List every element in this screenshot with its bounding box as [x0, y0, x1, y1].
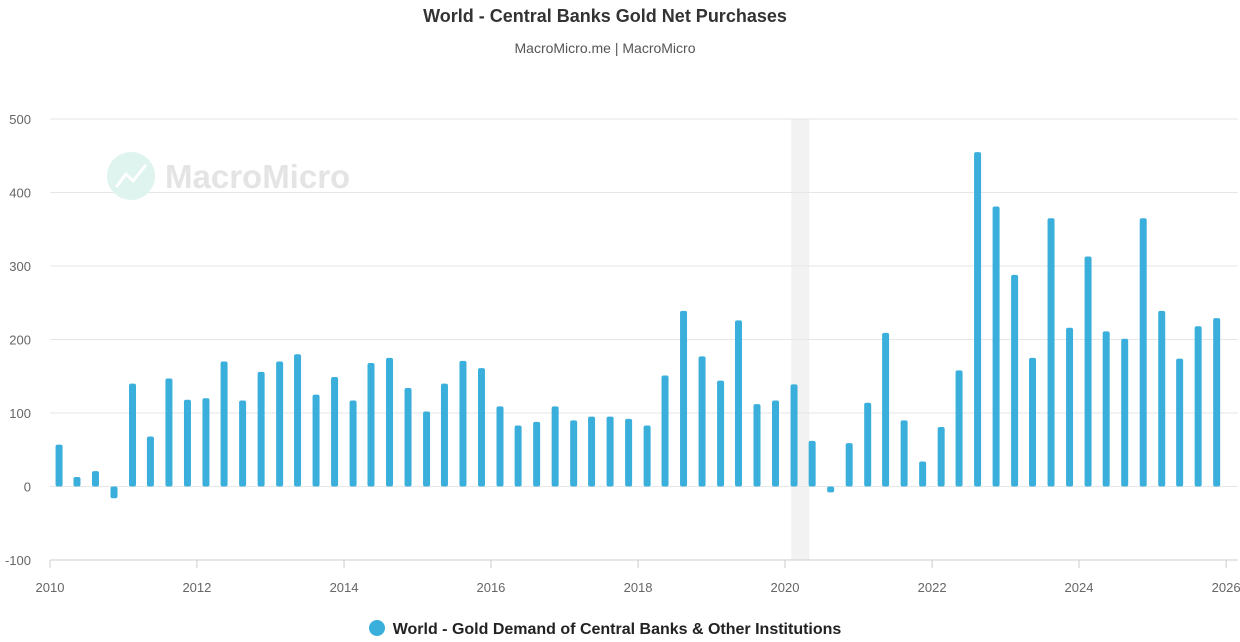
bar-2013-Q4 — [331, 376, 339, 487]
bar-2014-Q2 — [367, 363, 375, 487]
bar-2019-Q1 — [717, 380, 725, 487]
y-tick-label: 400 — [9, 186, 31, 201]
bar-2019-Q2 — [734, 320, 742, 487]
watermark-logo-mark — [115, 164, 147, 188]
y-tick-label: 500 — [9, 112, 31, 127]
bar-2017-Q1 — [570, 420, 578, 487]
watermark-text: MacroMicro — [165, 158, 350, 195]
bar-2010-Q2 — [73, 476, 81, 487]
bar-2018-Q4 — [698, 356, 706, 487]
bar-2017-Q2 — [588, 416, 596, 487]
bar-2021-Q3 — [900, 420, 908, 487]
y-tick-label: 300 — [9, 259, 31, 274]
bar-2021-Q1 — [864, 402, 872, 487]
bar-2012-Q4 — [257, 371, 265, 487]
bar-2024-Q3 — [1121, 338, 1129, 487]
bar-2010-Q4 — [110, 486, 118, 499]
y-tick-label: 0 — [24, 480, 31, 495]
bar-2025-Q2 — [1176, 358, 1184, 487]
bar-2024-Q1 — [1084, 256, 1092, 487]
bar-2014-Q3 — [386, 357, 394, 487]
bar-2011-Q1 — [129, 383, 137, 487]
bar-2024-Q4 — [1139, 218, 1147, 487]
legend[interactable]: World - Gold Demand of Central Banks & O… — [0, 620, 1210, 639]
x-tick-label: 2020 — [771, 580, 800, 595]
x-tick-label: 2024 — [1065, 580, 1094, 595]
bar-2010-Q1 — [55, 444, 63, 487]
bar-2015-Q3 — [459, 360, 467, 487]
bar-2016-Q2 — [514, 425, 522, 487]
x-tick-label: 2026 — [1212, 580, 1240, 595]
x-tick-label: 2014 — [330, 580, 359, 595]
bar-2020-Q1 — [790, 384, 798, 487]
y-tick-label: -100 — [5, 553, 31, 568]
bar-2019-Q3 — [753, 404, 761, 487]
bar-2014-Q1 — [349, 400, 357, 487]
bar-2012-Q1 — [202, 398, 210, 487]
bar-2022-Q3 — [974, 152, 982, 487]
x-tick-label: 2010 — [36, 580, 65, 595]
bar-2017-Q4 — [625, 418, 633, 487]
bar-2021-Q4 — [919, 461, 927, 487]
bar-2025-Q3 — [1194, 326, 1202, 487]
bar-2016-Q3 — [533, 421, 541, 487]
legend-series-marker-icon — [368, 620, 385, 636]
bar-2018-Q3 — [680, 310, 688, 487]
bar-2018-Q1 — [643, 425, 651, 487]
bar-2023-Q3 — [1047, 218, 1055, 487]
bar-2013-Q1 — [276, 361, 284, 487]
chart-title: World - Central Banks Gold Net Purchases — [423, 6, 787, 26]
bar-2022-Q1 — [937, 426, 945, 487]
bar-2012-Q2 — [220, 361, 228, 487]
watermark-logo-icon — [107, 152, 155, 200]
bar-2025-Q1 — [1158, 310, 1166, 487]
bar-2025-Q4 — [1213, 318, 1221, 487]
bar-2020-Q2 — [808, 440, 816, 487]
bar-2018-Q2 — [661, 375, 669, 487]
x-tick-label: 2022 — [918, 580, 947, 595]
bar-2023-Q4 — [1066, 327, 1074, 487]
bar-2011-Q4 — [183, 399, 191, 487]
bar-2021-Q2 — [882, 332, 890, 487]
bar-2011-Q2 — [146, 436, 154, 487]
legend-series-label: World - Gold Demand of Central Banks & O… — [392, 621, 842, 638]
y-tick-label: 200 — [9, 333, 31, 348]
bar-2022-Q2 — [955, 370, 963, 487]
bar-2023-Q2 — [1029, 357, 1037, 487]
bar-2022-Q4 — [992, 206, 1000, 487]
bar-2016-Q1 — [496, 406, 504, 487]
chart-subtitle: MacroMicro.me | MacroMicro — [514, 40, 696, 56]
bar-2012-Q3 — [239, 400, 247, 487]
y-tick-label: 100 — [9, 406, 31, 421]
bar-2016-Q4 — [551, 406, 559, 487]
bar-2011-Q3 — [165, 378, 173, 487]
bar-2015-Q4 — [477, 368, 485, 487]
bar-2014-Q4 — [404, 388, 412, 487]
bar-2015-Q2 — [440, 383, 448, 487]
bar-2020-Q4 — [845, 443, 853, 487]
x-tick-label: 2018 — [624, 580, 653, 595]
bar-2020-Q3 — [827, 486, 835, 493]
bar-2019-Q4 — [772, 400, 780, 487]
bar-2017-Q3 — [606, 416, 614, 487]
bar-2023-Q1 — [1011, 274, 1019, 487]
bar-2010-Q3 — [91, 471, 99, 487]
bar-2024-Q2 — [1102, 331, 1110, 487]
x-tick-label: 2016 — [476, 580, 505, 595]
x-tick-label: 2012 — [182, 580, 211, 595]
bar-2015-Q1 — [423, 411, 431, 487]
bar-2013-Q3 — [312, 394, 320, 487]
bar-2013-Q2 — [294, 354, 302, 487]
